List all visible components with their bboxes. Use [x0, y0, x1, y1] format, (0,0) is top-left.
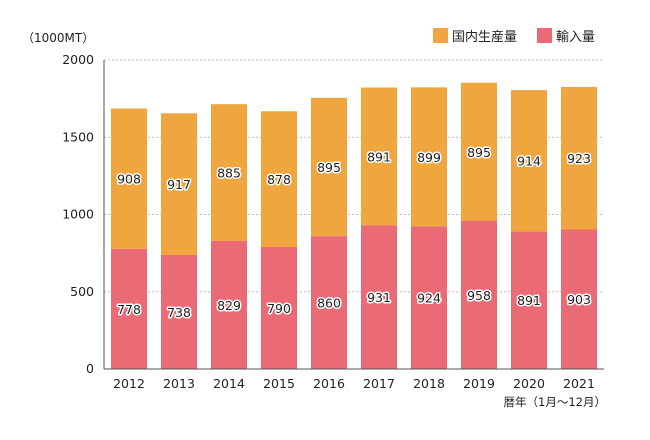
x-tick-label-2020: 2020	[513, 376, 545, 391]
x-tick-label-2016: 2016	[313, 376, 345, 391]
x-tick-label-2017: 2017	[363, 376, 395, 391]
bar-import-2013	[161, 254, 197, 369]
data-label-import-2017: 931	[367, 290, 391, 305]
x-tick-label-2013: 2013	[163, 376, 195, 391]
bar-import-2012	[111, 248, 147, 369]
bar-import-2019	[461, 220, 497, 369]
x-axis-title: 暦年（1月〜12月）	[504, 395, 606, 409]
x-tick-label-2018: 2018	[413, 376, 445, 391]
bar-domestic-2017	[361, 87, 397, 226]
data-labels: 778 908 738 917 829 885 790 878 860 895 931 891 924 8…	[116, 143, 593, 321]
y-tick-label: 1500	[62, 129, 94, 144]
data-label-domestic-2012: 908	[117, 172, 141, 187]
data-label-import-2015: 790	[267, 301, 291, 316]
data-label-import-2014: 829	[217, 298, 241, 313]
x-tick-label-2021: 2021	[563, 376, 595, 391]
legend-swatch-import	[537, 28, 552, 43]
x-tick-label-2019: 2019	[463, 376, 495, 391]
data-label-domestic-2013: 917	[167, 177, 191, 192]
bar-import-2017	[361, 225, 397, 369]
data-label-domestic-2021: 923	[567, 151, 591, 166]
y-tick-label: 2000	[62, 52, 94, 67]
x-tick-label-2012: 2012	[113, 376, 145, 391]
data-label-domestic-2018: 899	[417, 150, 441, 165]
data-label-import-2021: 903	[567, 292, 591, 307]
data-label-domestic-2014: 885	[217, 166, 241, 181]
bar-domestic-2015	[261, 111, 297, 247]
bar-domestic-2013	[161, 113, 197, 255]
data-label-domestic-2016: 895	[317, 160, 341, 175]
data-label-import-2019: 958	[467, 288, 491, 303]
legend-swatch-domestic	[433, 28, 448, 43]
data-label-domestic-2019: 895	[467, 145, 491, 160]
y-axis-unit-label: （1000MT）	[22, 31, 94, 45]
data-label-domestic-2015: 878	[267, 172, 291, 187]
bars	[111, 82, 597, 369]
bar-import-2021	[561, 229, 597, 369]
data-label-import-2016: 860	[317, 296, 341, 311]
data-label-import-2018: 924	[417, 291, 441, 306]
data-label-import-2020: 891	[517, 293, 541, 308]
bar-domestic-2020	[511, 90, 547, 232]
bar-domestic-2021	[561, 86, 597, 230]
bar-domestic-2014	[211, 104, 247, 241]
bar-import-2018	[411, 226, 447, 369]
axes: 0 500 1000 1500 2000 2012 2013 2014 2015 2016 2017…	[62, 52, 604, 391]
data-label-import-2013: 738	[167, 305, 191, 320]
data-label-domestic-2017: 891	[367, 149, 391, 164]
bar-import-2014	[211, 240, 247, 369]
data-label-domestic-2020: 914	[517, 154, 541, 169]
bar-import-2016	[311, 236, 347, 369]
data-label-import-2012: 778	[117, 302, 141, 317]
bar-domestic-2016	[311, 97, 347, 237]
x-tick-label-2015: 2015	[263, 376, 295, 391]
bar-import-2020	[511, 231, 547, 369]
x-tick-label-2014: 2014	[213, 376, 245, 391]
legend-label-domestic: 国内生産量	[452, 29, 517, 45]
legend: 国内生産量 輸入量	[433, 28, 595, 45]
legend-label-import: 輸入量	[556, 30, 595, 45]
y-tick-label: 1000	[62, 207, 94, 222]
bar-domestic-2019	[461, 82, 497, 221]
y-tick-label: 0	[86, 361, 94, 376]
bar-import-2015	[261, 246, 297, 369]
y-tick-label: 500	[70, 284, 94, 299]
bar-domestic-2012	[111, 108, 147, 249]
bar-domestic-2018	[411, 87, 447, 227]
